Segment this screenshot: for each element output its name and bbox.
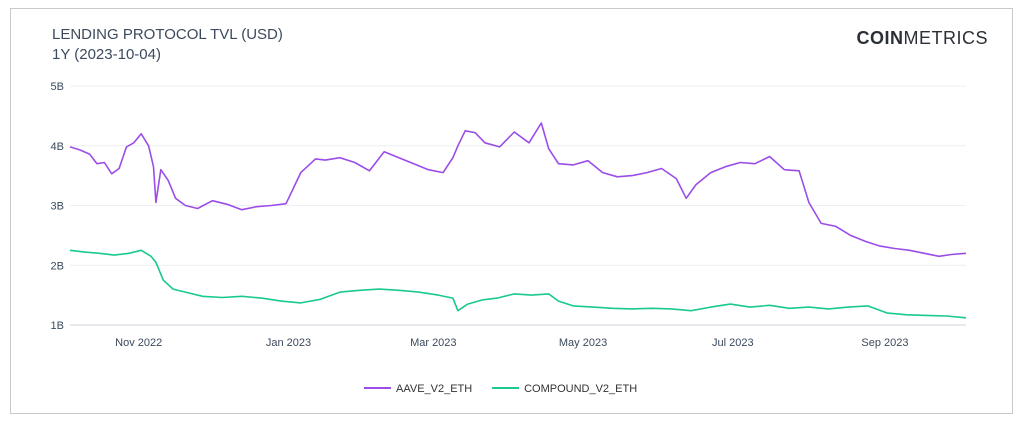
chart-subtitle: 1Y (2023-10-04) xyxy=(52,46,161,63)
x-tick-label: Nov 2022 xyxy=(115,337,162,349)
x-tick-label: Jan 2023 xyxy=(266,337,311,349)
coinmetrics-logo: COINMETRICS xyxy=(857,28,989,49)
chart-card xyxy=(10,8,1013,414)
series-line-aave-v2-eth xyxy=(69,122,967,258)
y-tick-label: 5B xyxy=(51,81,64,93)
logo-bold-text: COIN xyxy=(856,28,904,48)
y-tick-label: 2B xyxy=(51,260,64,272)
x-tick-label: Mar 2023 xyxy=(410,337,456,349)
chart-title-main: LENDING PROTOCOL TVL (USD) xyxy=(52,26,283,43)
series-line-compound-v2-eth xyxy=(69,249,967,319)
x-tick-label: Sep 2023 xyxy=(861,337,908,349)
y-tick-label: 4B xyxy=(51,141,64,153)
x-tick-label: Jul 2023 xyxy=(712,337,754,349)
logo-light-text: METRICS xyxy=(903,28,988,48)
legend-label: AAVE_V2_ETH xyxy=(396,383,472,395)
chart-title: LENDING PROTOCOL TVL (USD) 1Y (2023-10-0… xyxy=(52,25,283,65)
x-tick-label: May 2023 xyxy=(559,337,607,349)
y-tick-label: 1B xyxy=(51,320,64,332)
y-tick-label: 3B xyxy=(51,201,64,213)
legend-label: COMPOUND_V2_ETH xyxy=(524,383,637,395)
